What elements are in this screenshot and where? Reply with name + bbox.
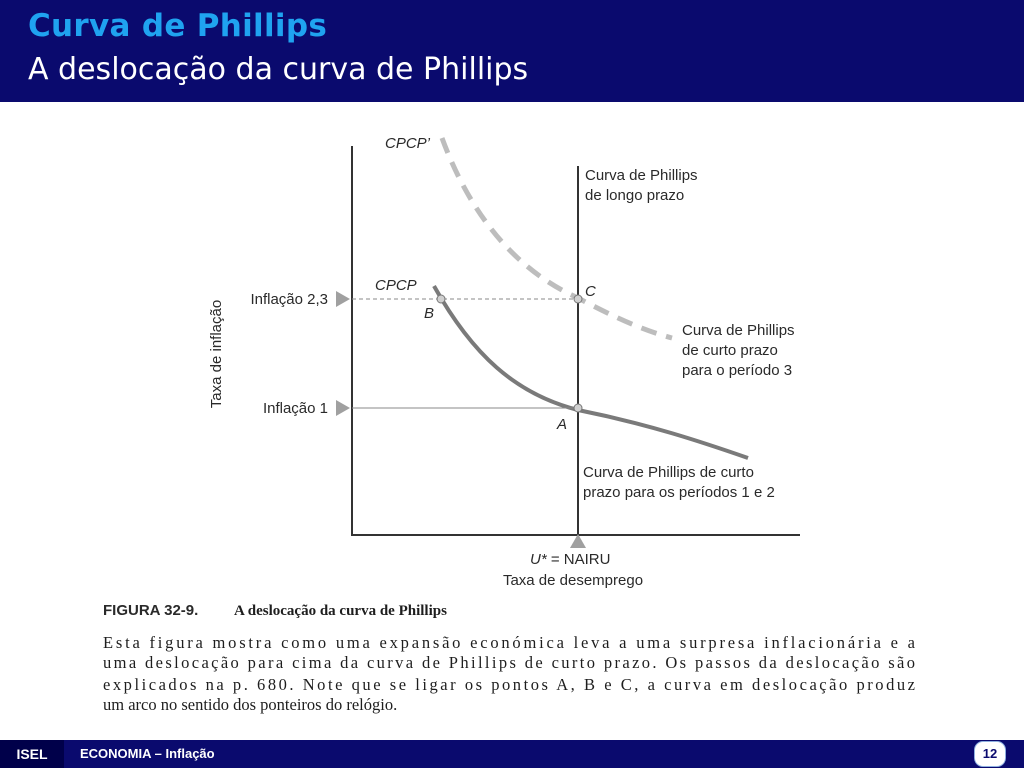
label-cpcp: CPCP <box>375 277 417 294</box>
nairu-label-rest: = NAIRU <box>547 551 611 568</box>
x-axis-label: Taxa de desemprego <box>503 572 643 589</box>
point-a-label: A <box>556 416 567 433</box>
caption-line: uma deslocação para cima da curva de Phi… <box>103 653 915 672</box>
long-run-description-line: de longo prazo <box>585 187 684 204</box>
phillips-curve-figure: Taxa de inflação Inflação 2,3 Inflação 1… <box>103 135 916 714</box>
short-run-shifted-description-line: Curva de Phillips <box>682 322 795 339</box>
short-run-shifted-description-line: para o período 3 <box>682 362 792 379</box>
short-run-curve-shifted <box>439 137 673 341</box>
figure-number: FIGURA 32-9. <box>103 602 198 619</box>
footer-text: ECONOMIA – Inflação <box>80 746 215 761</box>
point-c-dot <box>573 294 583 304</box>
page-number: 12 <box>974 741 1006 767</box>
long-run-description-line: Curva de Phillips <box>585 167 698 184</box>
short-run-description: Curva de Phillips de curto prazo para os… <box>583 464 775 501</box>
slide-title: Curva de Phillips <box>28 8 328 44</box>
nairu-label-var: U* <box>530 551 548 568</box>
label-inflation-23: Inflação 2,3 <box>250 291 328 308</box>
caption-heading: FIGURA 32-9. A deslocação da curva de Ph… <box>103 602 447 619</box>
marker-nairu <box>570 534 586 548</box>
point-b-label: B <box>424 305 434 322</box>
short-run-description-line: Curva de Phillips de curto <box>583 464 754 481</box>
long-run-description: Curva de Phillips de longo prazo <box>585 167 702 204</box>
label-cpcp-shifted: CPCP’ <box>385 135 431 152</box>
short-run-shifted-description-line: de curto prazo <box>682 342 778 359</box>
marker-inflation-23 <box>336 291 350 307</box>
footer-logo: ISEL <box>0 740 64 768</box>
caption-line: Esta figura mostra como uma expansão eco… <box>103 633 916 652</box>
slide-subtitle: A deslocação da curva de Phillips <box>28 52 529 87</box>
marker-inflation-1 <box>336 400 350 416</box>
point-c-label: C <box>585 283 596 300</box>
point-b-dot <box>436 294 446 304</box>
slide-header: Curva de Phillips A deslocação da curva … <box>0 0 1024 102</box>
slide-footer: ISEL ECONOMIA – Inflação 12 <box>0 740 1024 768</box>
label-inflation-1: Inflação 1 <box>263 400 328 417</box>
figure-title: A deslocação da curva de Phillips <box>234 603 447 619</box>
short-run-description-line: prazo para os períodos 1 e 2 <box>583 484 775 501</box>
short-run-shifted-description: Curva de Phillips de curto prazo para o … <box>682 322 799 379</box>
point-a-dot <box>573 403 583 413</box>
caption-line: explicados na p. 680. Note que se ligar … <box>103 675 915 694</box>
caption-line: um arco no sentido dos ponteiros do reló… <box>103 695 397 714</box>
nairu-label: U* = NAIRU <box>530 551 610 568</box>
y-axis-label: Taxa de inflação <box>208 300 225 408</box>
